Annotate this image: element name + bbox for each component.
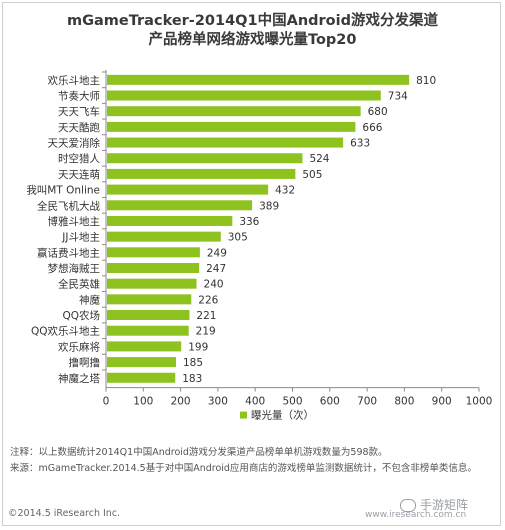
- watermark: 手游矩阵: [400, 496, 468, 513]
- category-label: 博雅斗地主: [48, 215, 101, 228]
- data-label: 240: [204, 279, 224, 291]
- x-tick-label: 400: [245, 396, 265, 408]
- site-url: www.iresearch.com.cn: [365, 510, 467, 520]
- bar: [107, 153, 303, 164]
- data-label: 389: [259, 200, 279, 212]
- x-tick-label: 100: [133, 396, 153, 408]
- x-tick-label: 900: [432, 396, 452, 408]
- bar: [107, 310, 190, 321]
- data-label: 505: [302, 169, 322, 181]
- x-tick-label: 800: [394, 396, 414, 408]
- category-label: 全民英雄: [58, 278, 100, 291]
- bar: [107, 341, 182, 352]
- wechat-icon: [400, 499, 416, 512]
- bar: [107, 90, 381, 101]
- bar: [107, 294, 192, 305]
- category-label: QQ欢乐斗地主: [31, 325, 100, 338]
- bar: [107, 184, 269, 195]
- bar: [107, 278, 197, 289]
- footnote-source: 来源：mGameTracker.2014.5基于对中国Android应用商店的游…: [10, 463, 477, 474]
- x-tick-label: 1000: [466, 396, 493, 408]
- data-label: 226: [198, 294, 218, 306]
- watermark-text: 手游矩阵: [420, 498, 469, 512]
- data-label: 680: [368, 106, 388, 118]
- bar: [107, 357, 177, 368]
- data-label: 305: [228, 232, 248, 244]
- category-label: 欢乐麻将: [58, 340, 100, 353]
- data-label: 633: [350, 138, 370, 150]
- category-label: 神魔: [79, 293, 100, 306]
- category-label: 赢话费斗地主: [37, 246, 100, 259]
- data-label: 185: [183, 357, 203, 369]
- data-label: 219: [196, 326, 216, 338]
- category-label: 天天飞车: [58, 105, 100, 118]
- bar: [107, 247, 200, 258]
- category-label: 撸啊撸: [69, 356, 101, 369]
- category-label: 欢乐斗地主: [48, 74, 101, 87]
- x-tick-label: 600: [320, 396, 340, 408]
- x-tick-label: 200: [171, 396, 191, 408]
- chart-title-line2: 产品榜单网络游戏曝光量Top20: [148, 32, 357, 48]
- copyright-text: ©2014.5 iResearch Inc.: [8, 508, 121, 519]
- x-tick-label: 0: [103, 396, 110, 408]
- category-label: 天天连萌: [58, 168, 100, 181]
- category-label: JJ斗地主: [61, 231, 100, 244]
- data-label: 432: [275, 185, 295, 197]
- data-label: 199: [188, 341, 208, 353]
- bar: [107, 121, 356, 132]
- legend-label: 曝光量（次）: [251, 409, 314, 422]
- category-label: 全民飞机大战: [37, 199, 100, 212]
- data-label: 247: [206, 263, 226, 275]
- bar: [107, 200, 253, 211]
- data-label: 249: [207, 247, 227, 259]
- bar: [107, 106, 361, 117]
- legend-swatch: [240, 411, 247, 419]
- bar: [107, 137, 344, 148]
- footnote-comment: 注释：以上数据统计2014Q1中国Android游戏分发渠道产品榜单单机游戏数量…: [10, 447, 388, 458]
- data-label: 666: [362, 122, 382, 134]
- category-label: 我叫MT Online: [26, 185, 100, 197]
- x-tick-label: 700: [357, 396, 377, 408]
- data-label: 221: [196, 310, 216, 322]
- data-label: 183: [182, 373, 202, 385]
- data-label: 734: [388, 91, 408, 103]
- bar: [107, 372, 176, 383]
- bar: [107, 168, 296, 179]
- bar: [107, 74, 410, 85]
- data-label: 524: [309, 153, 329, 165]
- bar: [107, 215, 233, 226]
- bar: [107, 263, 200, 273]
- category-label: 时空猎人: [58, 152, 100, 165]
- bar: [107, 325, 189, 336]
- x-tick-label: 500: [282, 396, 302, 408]
- data-label: 810: [416, 75, 436, 87]
- category-label: QQ农场: [62, 309, 100, 322]
- category-label: 节奏大师: [58, 90, 100, 103]
- data-label: 336: [239, 216, 259, 228]
- category-label: 梦想海贼王: [48, 262, 101, 275]
- chart-frame: [2, 2, 501, 526]
- category-label: 天天爱消除: [48, 137, 101, 150]
- chart-title-line1: mGameTracker-2014Q1中国Android游戏分发渠道: [67, 13, 438, 29]
- category-label: 天天酷跑: [58, 121, 100, 134]
- bar: [107, 231, 221, 242]
- x-tick-label: 300: [208, 396, 228, 408]
- category-label: 神魔之塔: [58, 372, 100, 385]
